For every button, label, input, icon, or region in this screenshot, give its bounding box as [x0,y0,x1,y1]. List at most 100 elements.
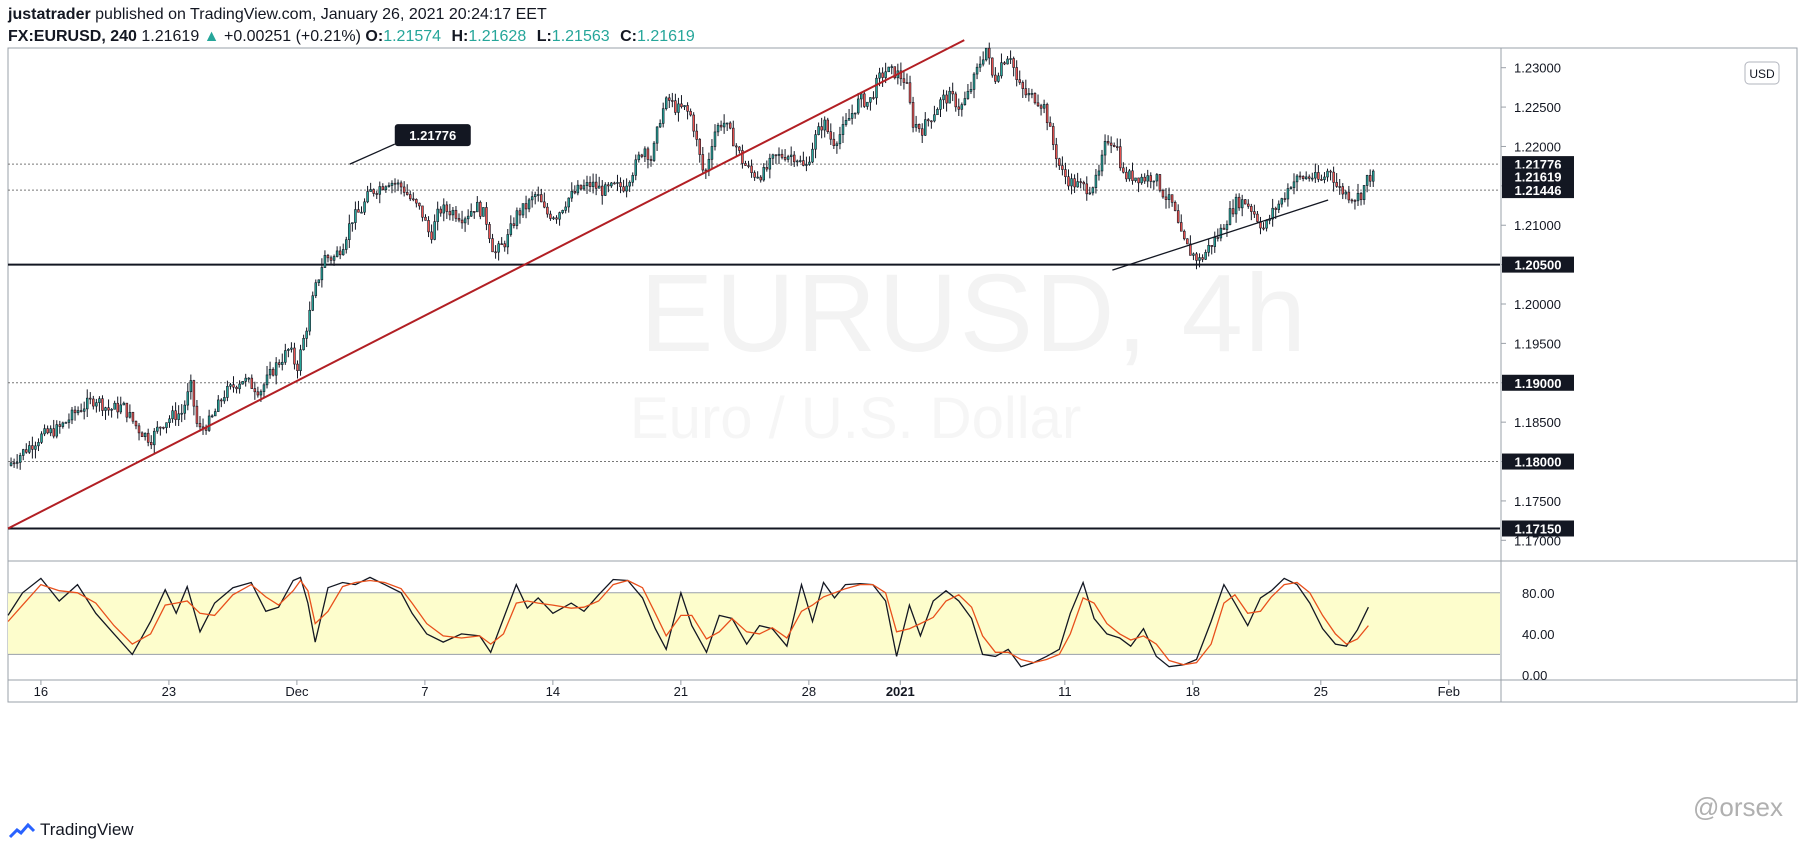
candle-up [360,211,363,214]
candle-up [1103,141,1107,156]
candle-down [329,257,333,261]
level-label-bg [1502,374,1574,391]
candle-down [994,74,997,82]
close-label: C: [620,28,637,45]
candle-up [972,73,976,90]
candle-up [1070,178,1073,187]
candle-up [171,410,174,420]
candle-up [771,154,775,159]
candle-down [52,428,55,437]
candle-up [210,415,214,418]
candle-down [1338,186,1341,188]
candle-down [454,209,458,219]
candle-up [515,210,519,226]
candle-down [293,347,296,365]
chart-watermark-name: Euro / U.S. Dollar [630,386,1082,451]
candle-up [948,90,951,104]
candle-up [1219,227,1223,239]
candle-down [1119,146,1122,169]
time-tick-label: 11 [1058,684,1072,699]
candle-down [747,165,750,167]
candle-up [866,101,869,107]
stochastic-tick-label: 80.00 [1522,586,1555,601]
tradingview-brand[interactable]: TradingView [8,820,134,840]
candle-up [177,413,180,420]
candle-up [984,47,988,61]
candle-up [1371,170,1375,182]
candle-up [658,123,662,128]
candle-up [308,309,311,332]
candle-up [814,134,817,150]
candle-down [1186,238,1189,245]
candle-up [290,347,293,350]
candle-up [55,424,59,437]
last-price-label: 1.21619 [1515,169,1562,184]
candle-up [527,199,531,210]
candle-up [604,184,607,196]
candle-up [844,120,848,125]
candle-up [713,131,717,147]
callout-label: 1.21776 [409,128,456,143]
candle-up [796,160,799,163]
candle-down [594,181,598,189]
candle-down [832,138,836,146]
candle-up [28,445,31,453]
candle-up [119,404,122,413]
candle-up [482,207,485,217]
candle-up [18,455,22,463]
candle-down [473,211,476,213]
candle-down [381,186,385,191]
candle-up [259,391,263,396]
candle-down [826,119,829,132]
candle-up [1006,58,1009,65]
candle-up [710,146,714,160]
candle-down [146,432,150,443]
candle-up [378,186,382,195]
candle-down [296,363,299,372]
candle-down [1052,126,1055,145]
candle-up [878,72,881,79]
candle-up [213,411,217,417]
candle-down [149,442,153,446]
candle-up [226,385,229,398]
candle-down [399,182,403,188]
level-label-bg [1502,182,1574,199]
candle-up [335,250,339,257]
candle-down [668,97,671,101]
candle-down [1301,176,1305,179]
candle-down [1317,172,1320,180]
candle-up [354,209,357,223]
candle-up [634,159,638,176]
candle-down [1024,88,1028,96]
candle-up [1091,187,1095,194]
candle-down [917,124,921,130]
candle-up [433,221,436,240]
candle-down [671,100,674,102]
candle-up [924,119,927,136]
candle-down [1033,93,1037,104]
candle-up [229,384,232,387]
candle-up [823,119,826,131]
candle-down [430,231,433,240]
candle-down [192,380,196,407]
candle-up [963,98,967,106]
candle-up [942,94,945,101]
callout-pointer [349,143,396,165]
candle-down [792,154,796,163]
candle-down [991,57,994,76]
candle-up [960,104,964,110]
candle-up [637,154,641,161]
candle-down [774,154,778,157]
candle-down [1332,171,1335,183]
candle-up [1198,257,1201,261]
time-tick-label: 14 [546,684,560,699]
candle-down [140,432,144,438]
candle-down [250,377,254,389]
candle-down [357,209,360,213]
level-label: 1.21446 [1515,183,1562,198]
author-name[interactable]: justatrader [8,6,91,23]
callout-box [394,124,471,147]
candle-down [680,103,683,108]
candle-down [393,182,397,185]
